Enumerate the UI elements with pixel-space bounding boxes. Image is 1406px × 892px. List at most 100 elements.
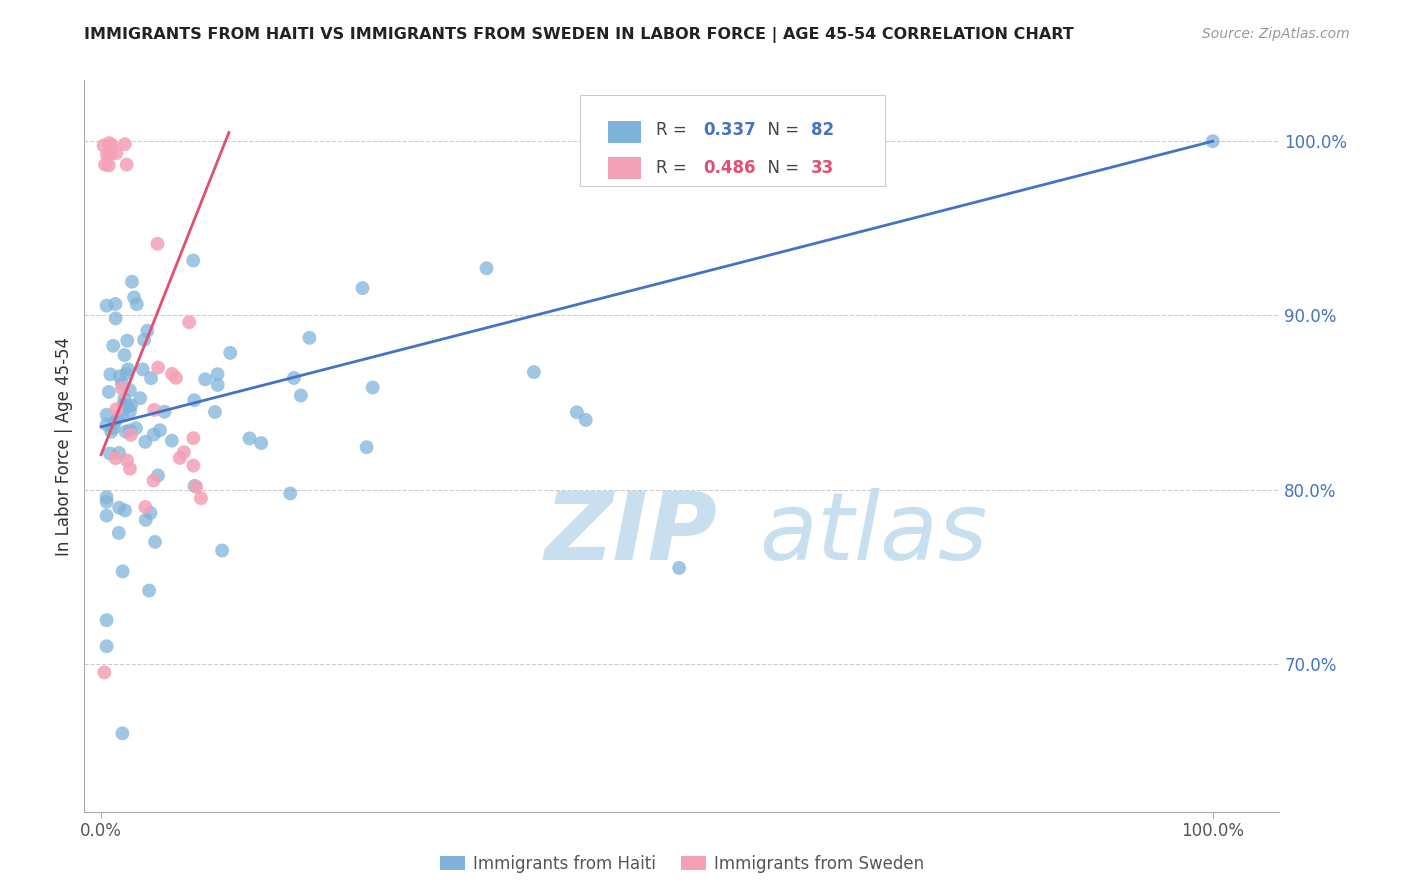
Point bbox=[238, 431, 260, 445]
Text: 82: 82 bbox=[811, 121, 834, 139]
Point bbox=[121, 275, 143, 289]
Point bbox=[278, 486, 301, 500]
Point bbox=[160, 434, 183, 448]
Point bbox=[107, 411, 129, 425]
Point bbox=[98, 146, 121, 161]
Text: R =: R = bbox=[655, 159, 692, 177]
Point bbox=[146, 236, 169, 251]
Point bbox=[183, 393, 205, 408]
Point bbox=[165, 371, 187, 385]
Point bbox=[114, 425, 136, 439]
Point bbox=[100, 425, 122, 439]
Point bbox=[139, 371, 162, 385]
Point bbox=[97, 158, 120, 172]
Point bbox=[103, 339, 125, 353]
Point bbox=[298, 331, 321, 345]
Point bbox=[114, 137, 136, 152]
Point bbox=[475, 261, 498, 276]
FancyBboxPatch shape bbox=[581, 95, 886, 186]
Text: Source: ZipAtlas.com: Source: ZipAtlas.com bbox=[1202, 27, 1350, 41]
Point bbox=[139, 506, 162, 520]
Point bbox=[136, 324, 159, 338]
Point bbox=[117, 399, 139, 413]
Point bbox=[122, 291, 145, 305]
Bar bbox=[607, 121, 641, 144]
Point bbox=[93, 665, 115, 680]
Text: 33: 33 bbox=[811, 159, 834, 177]
Point bbox=[98, 146, 121, 161]
Point bbox=[283, 371, 305, 385]
Point bbox=[143, 403, 166, 417]
Point bbox=[107, 525, 129, 540]
Point bbox=[108, 369, 131, 384]
Point bbox=[108, 446, 131, 460]
Point bbox=[290, 388, 312, 402]
Point bbox=[361, 380, 384, 394]
Text: 0.337: 0.337 bbox=[703, 121, 756, 139]
Point bbox=[111, 376, 134, 391]
Text: N =: N = bbox=[758, 159, 804, 177]
Point bbox=[143, 535, 166, 549]
Point bbox=[250, 436, 273, 450]
Text: 0.486: 0.486 bbox=[703, 159, 756, 177]
Point bbox=[105, 146, 128, 161]
Y-axis label: In Labor Force | Age 45-54: In Labor Force | Age 45-54 bbox=[55, 336, 73, 556]
Point bbox=[160, 367, 183, 381]
Point bbox=[118, 461, 141, 475]
Point bbox=[352, 281, 374, 295]
Point bbox=[668, 561, 690, 575]
Point bbox=[207, 368, 229, 382]
Point bbox=[118, 404, 141, 418]
Point bbox=[96, 408, 118, 422]
Point bbox=[1202, 134, 1225, 148]
Point bbox=[207, 378, 229, 392]
Point bbox=[118, 423, 141, 437]
Point bbox=[115, 367, 138, 381]
Point bbox=[183, 458, 205, 473]
Point bbox=[356, 440, 378, 454]
Point bbox=[96, 640, 118, 654]
Point bbox=[114, 503, 136, 517]
Point bbox=[97, 384, 120, 399]
Bar bbox=[607, 157, 641, 179]
Point bbox=[96, 494, 118, 508]
Point bbox=[135, 513, 157, 527]
Point bbox=[118, 384, 141, 398]
Point bbox=[190, 491, 212, 506]
Point bbox=[211, 543, 233, 558]
Text: IMMIGRANTS FROM HAITI VS IMMIGRANTS FROM SWEDEN IN LABOR FORCE | AGE 45-54 CORRE: IMMIGRANTS FROM HAITI VS IMMIGRANTS FROM… bbox=[84, 27, 1074, 43]
Point bbox=[94, 158, 117, 172]
Point bbox=[96, 613, 118, 627]
Text: R =: R = bbox=[655, 121, 692, 139]
Point bbox=[146, 468, 169, 483]
Text: atlas: atlas bbox=[759, 488, 988, 579]
Text: ZIP: ZIP bbox=[544, 488, 717, 580]
Point bbox=[111, 565, 134, 579]
Point bbox=[125, 421, 148, 435]
Point bbox=[173, 445, 195, 459]
Point bbox=[111, 381, 134, 395]
Point bbox=[565, 405, 588, 419]
Point bbox=[101, 138, 124, 153]
Point bbox=[134, 500, 156, 514]
Point bbox=[120, 398, 142, 412]
Point bbox=[103, 416, 125, 430]
Point bbox=[98, 145, 121, 160]
Point bbox=[98, 136, 121, 150]
Point bbox=[523, 365, 546, 379]
Point bbox=[114, 348, 136, 362]
Point bbox=[93, 138, 115, 153]
Point bbox=[117, 334, 139, 348]
Point bbox=[181, 253, 204, 268]
Point bbox=[111, 408, 134, 422]
Point bbox=[114, 392, 136, 406]
Point bbox=[125, 297, 148, 311]
Point bbox=[169, 450, 191, 465]
Point bbox=[98, 446, 121, 460]
Point bbox=[104, 311, 127, 326]
Point bbox=[100, 368, 122, 382]
Point bbox=[117, 362, 139, 376]
Point bbox=[104, 451, 127, 466]
Point bbox=[115, 453, 138, 467]
Point bbox=[132, 333, 155, 347]
